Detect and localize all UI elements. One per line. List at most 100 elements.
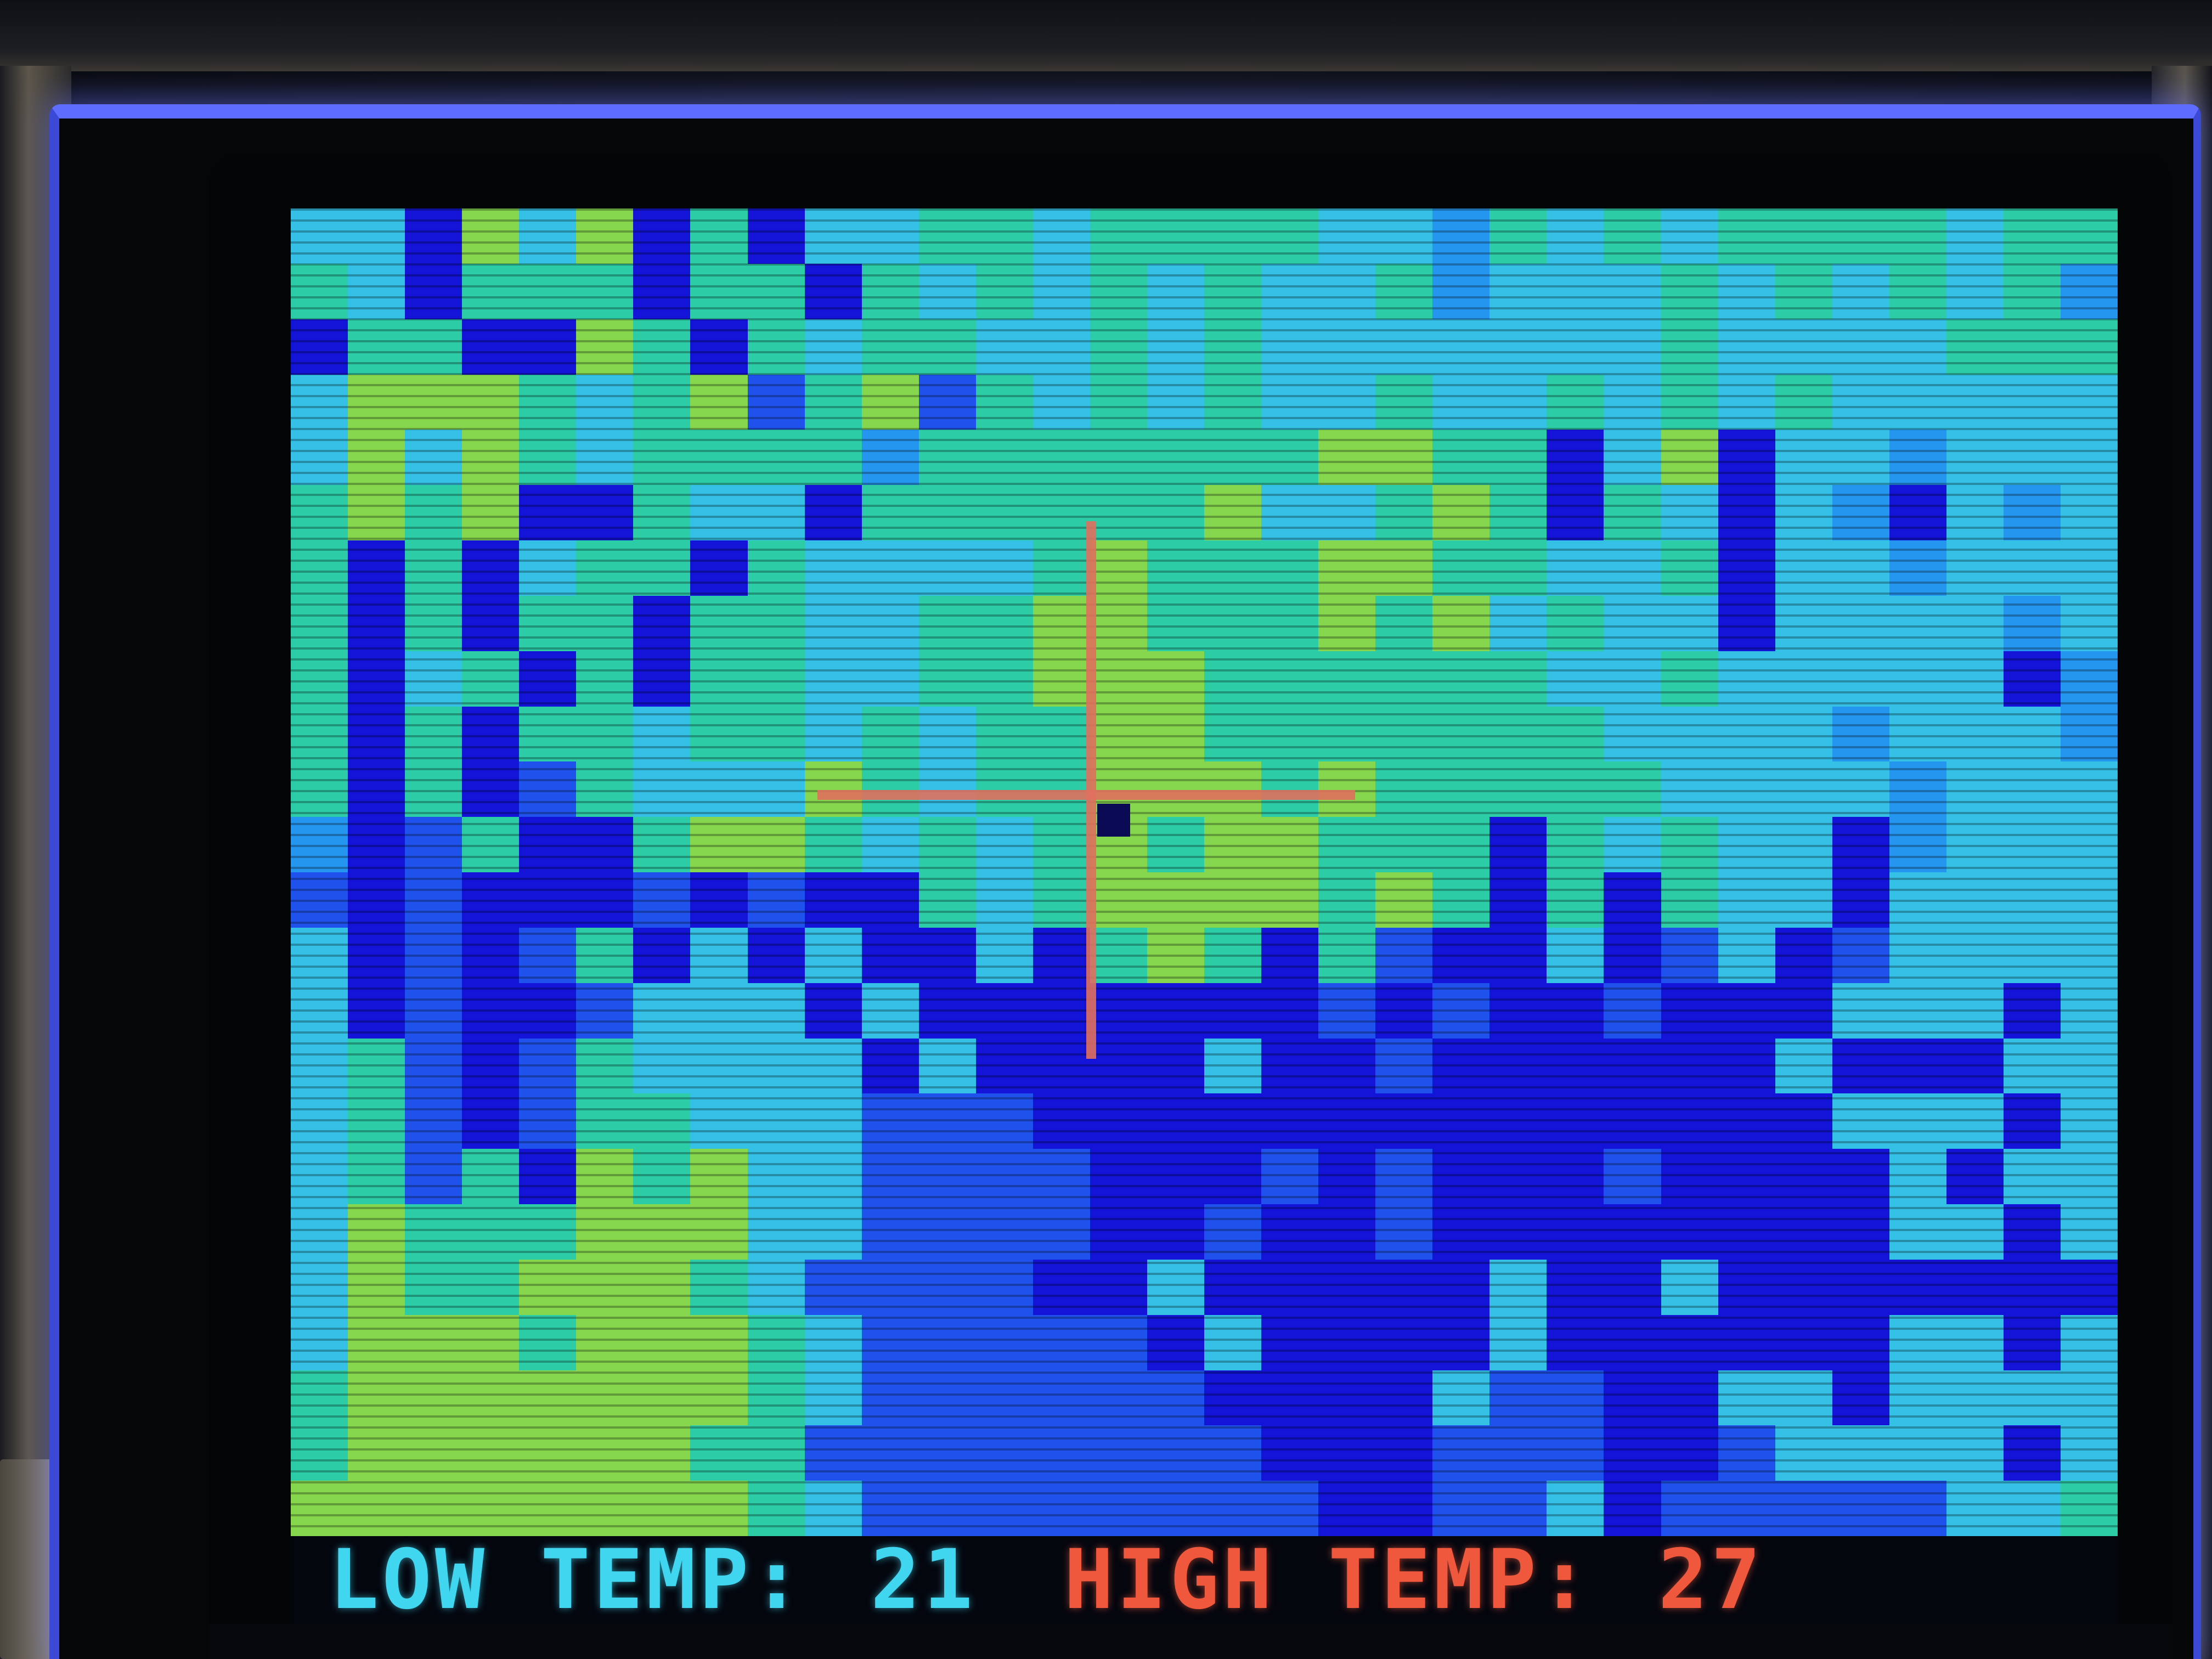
thermal-pixel: [1604, 872, 1661, 928]
thermal-pixel: [1661, 983, 1718, 1039]
thermal-pixel: [747, 983, 805, 1039]
thermal-pixel: [348, 1425, 405, 1481]
thermal-pixel: [1432, 1149, 1490, 1204]
thermal-pixel: [348, 983, 405, 1039]
thermal-pixel: [291, 872, 348, 928]
thermal-pixel: [405, 927, 462, 983]
thermal-pixel: [1032, 1149, 1090, 1204]
thermal-pixel: [1775, 651, 1832, 707]
thermal-pixel: [462, 374, 520, 430]
thermal-pixel: [1604, 1149, 1661, 1204]
thermal-pixel: [1832, 1259, 1889, 1315]
thermal-pixel: [1318, 485, 1376, 540]
thermal-pixel: [1547, 263, 1604, 319]
thermal-pixel: [1090, 485, 1147, 540]
thermal-pixel: [1718, 1149, 1775, 1204]
thermal-pixel: [1889, 1481, 1946, 1536]
thermal-pixel: [1261, 1204, 1319, 1260]
thermal-pixel: [348, 1314, 405, 1370]
thermal-pixel: [1946, 208, 2004, 264]
thermal-pixel: [975, 1370, 1033, 1426]
thermal-pixel: [1718, 927, 1775, 983]
thermal-pixel: [1946, 1481, 2004, 1536]
thermal-pixel: [918, 651, 976, 707]
thermal-pixel: [1775, 1038, 1832, 1094]
thermal-pixel: [1090, 1149, 1147, 1204]
thermal-pixel: [975, 1093, 1033, 1149]
thermal-pixel: [1261, 595, 1319, 651]
thermal-pixel: [1604, 1204, 1661, 1260]
thermal-pixel: [918, 983, 976, 1039]
thermal-pixel: [1604, 430, 1661, 486]
thermal-pixel: [804, 208, 862, 264]
thermal-pixel: [861, 595, 919, 651]
thermal-pixel: [1375, 1425, 1433, 1481]
thermal-pixel: [1318, 1370, 1376, 1426]
thermal-pixel: [1032, 1425, 1090, 1481]
thermal-pixel: [1489, 485, 1547, 540]
thermal-pixel: [2060, 1370, 2118, 1426]
thermal-pixel: [291, 208, 348, 264]
thermal-pixel: [576, 595, 634, 651]
thermal-pixel: [1946, 1370, 2004, 1426]
thermal-pixel: [861, 983, 919, 1039]
thermal-pixel: [1261, 1038, 1319, 1094]
thermal-pixel: [1775, 872, 1832, 928]
thermal-pixel: [1718, 1481, 1775, 1536]
thermal-pixel: [1832, 374, 1889, 430]
thermal-pixel: [405, 706, 462, 762]
thermal-pixel: [576, 761, 634, 817]
thermal-pixel: [1547, 374, 1604, 430]
thermal-pixel: [1604, 319, 1661, 375]
thermal-pixel: [462, 651, 520, 707]
thermal-pixel: [1718, 1038, 1775, 1094]
thermal-pixel: [1204, 1093, 1262, 1149]
thermal-pixel: [348, 319, 405, 375]
thermal-pixel: [1661, 706, 1718, 762]
thermal-pixel: [1889, 1149, 1946, 1204]
thermal-pixel: [1147, 761, 1204, 817]
thermal-pixel: [1204, 817, 1262, 872]
thermal-pixel: [2003, 1149, 2061, 1204]
thermal-pixel: [1432, 485, 1490, 540]
thermal-pixel: [1718, 485, 1775, 540]
thermal-pixel: [576, 817, 634, 872]
thermal-pixel: [747, 595, 805, 651]
thermal-pixel: [1489, 263, 1547, 319]
thermal-pixel: [2003, 872, 2061, 928]
thermal-pixel: [1946, 540, 2004, 596]
thermal-pixel: [1090, 872, 1147, 928]
thermal-pixel: [861, 1425, 919, 1481]
thermal-pixel: [1147, 1204, 1204, 1260]
thermal-pixel: [1261, 1481, 1319, 1536]
thermal-pixel: [747, 485, 805, 540]
thermal-pixel: [804, 1259, 862, 1315]
thermal-pixel: [747, 706, 805, 762]
thermal-pixel: [1147, 319, 1204, 375]
thermal-pixel: [405, 1370, 462, 1426]
thermal-pixel: [1032, 208, 1090, 264]
thermal-pixel: [747, 540, 805, 596]
thermal-pixel: [861, 319, 919, 375]
thermal-pixel: [405, 1093, 462, 1149]
thermal-pixel: [1946, 1314, 2004, 1370]
thermal-pixel: [1661, 374, 1718, 430]
thermal-pixel: [291, 540, 348, 596]
thermal-pixel: [1261, 1259, 1319, 1315]
thermal-pixel: [690, 1314, 748, 1370]
thermal-pixel: [1604, 761, 1661, 817]
thermal-pixel: [1489, 817, 1547, 872]
thermal-pixel: [291, 1370, 348, 1426]
thermal-image: [291, 208, 2118, 1536]
thermal-pixel: [1375, 1149, 1433, 1204]
thermal-pixel: [2060, 1259, 2118, 1315]
screen-bottom-bezel: [208, 1624, 2172, 1659]
thermal-pixel: [1147, 1259, 1204, 1315]
thermal-pixel: [1032, 1314, 1090, 1370]
thermal-pixel: [1832, 1204, 1889, 1260]
thermal-pixel: [1261, 1093, 1319, 1149]
thermal-pixel: [1432, 1425, 1490, 1481]
thermal-pixel: [1604, 983, 1661, 1039]
thermal-pixel: [1889, 595, 1946, 651]
thermal-pixel: [633, 706, 691, 762]
